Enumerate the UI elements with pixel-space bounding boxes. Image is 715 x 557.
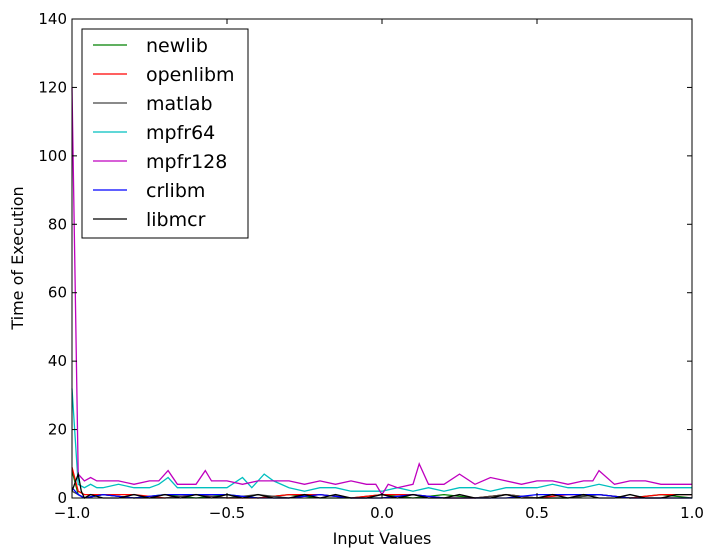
y-tick-label: 100: [38, 147, 67, 165]
x-tick-label: 0.0: [370, 504, 394, 522]
y-axis-title: Time of Execution: [8, 186, 27, 330]
legend-label-mpfr128: mpfr128: [146, 151, 227, 173]
y-axis: 0 20 40 60 80 100 120 140: [38, 10, 692, 507]
series-line-mpfr128: [71, 87, 692, 496]
x-tick-label: 0.5: [525, 504, 549, 522]
y-tick-label: 20: [48, 421, 67, 439]
x-axis: −1.0 −0.5 0.0 0.5 1.0: [54, 19, 704, 522]
x-axis-title: Input Values: [333, 529, 432, 548]
series-line-mpfr64: [71, 388, 692, 492]
legend-label-openlibm: openlibm: [146, 64, 235, 86]
y-tick-label: 60: [48, 284, 67, 302]
x-tick-label: −0.5: [209, 504, 245, 522]
y-tick-label: 0: [57, 489, 67, 507]
legend: newlib openlibm matlab mpfr64 mpfr128 crlibm l…: [81, 28, 249, 239]
legend-label-libmcr: libmcr: [146, 209, 206, 231]
y-tick-label: 140: [38, 10, 67, 28]
legend-label-newlib: newlib: [146, 35, 208, 57]
y-tick-label: 80: [48, 215, 67, 233]
y-tick-label: 120: [38, 78, 67, 96]
legend-label-matlab: matlab: [146, 93, 213, 115]
y-tick-label: 40: [48, 352, 67, 370]
x-tick-label: 1.0: [680, 504, 704, 522]
legend-label-mpfr64: mpfr64: [146, 122, 215, 144]
x-tick-label: −1.0: [54, 504, 90, 522]
legend-box: [81, 28, 249, 239]
legend-label-crlibm: crlibm: [146, 180, 205, 202]
